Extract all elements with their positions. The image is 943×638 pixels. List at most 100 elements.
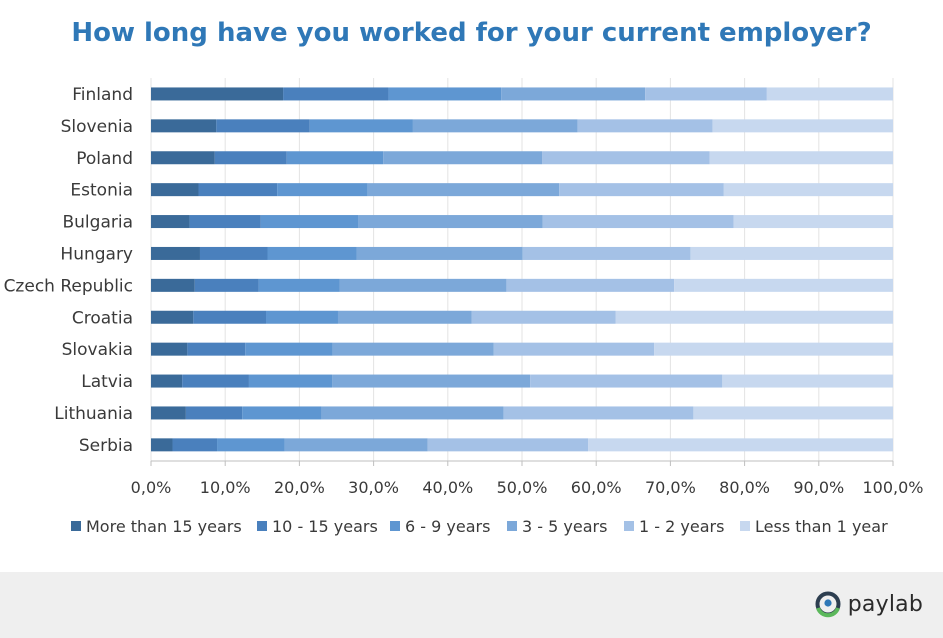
bar-segment [712, 119, 893, 133]
bar-segment [258, 278, 340, 292]
bar-segment [283, 87, 389, 101]
category-label: Hungary [60, 244, 133, 264]
bar-segment [388, 87, 502, 101]
category-label: Serbia [79, 436, 133, 456]
category-label: Latvia [81, 372, 133, 392]
bar-segment [722, 374, 893, 388]
paylab-logo-icon [815, 591, 841, 618]
category-label: Poland [76, 149, 133, 169]
bar-segment [199, 246, 268, 260]
legend-swatch [507, 521, 517, 531]
category-label: Slovenia [61, 117, 133, 137]
x-tick-label: 0,0% [131, 478, 172, 497]
bar-segment [522, 246, 691, 260]
bar-segment [284, 438, 428, 452]
legend-label: More than 15 years [86, 517, 242, 536]
bar-segment [693, 406, 893, 420]
bar-segment [151, 438, 173, 452]
bar-segment [690, 246, 893, 260]
bar-segment [260, 215, 359, 229]
bar-segment [577, 119, 713, 133]
bar-segment [367, 183, 560, 197]
bar-segment [151, 151, 215, 165]
x-tick-label: 50,0% [497, 478, 548, 497]
category-label: Estonia [70, 181, 133, 201]
bar-segment [151, 278, 195, 292]
x-tick-label: 70,0% [645, 478, 696, 497]
bar-segment [542, 215, 734, 229]
bar-segment [266, 310, 338, 324]
paylab-logo[interactable]: paylab [814, 590, 923, 618]
bar-segment [766, 87, 893, 101]
x-tick-label: 10,0% [200, 478, 251, 497]
bar-segment [427, 438, 589, 452]
bar-segment [151, 374, 183, 388]
x-tick-label: 80,0% [719, 478, 770, 497]
bar-segment [645, 87, 767, 101]
legend-label: 1 - 2 years [639, 517, 724, 536]
legend-swatch [71, 521, 81, 531]
category-label: Slovakia [62, 340, 133, 360]
bar-segment [151, 87, 284, 101]
bar-segment [172, 438, 218, 452]
bar-segment [185, 406, 243, 420]
category-label: Bulgaria [63, 213, 134, 233]
bar-segment [309, 119, 413, 133]
bar-segment [654, 342, 893, 356]
bar-segment [216, 119, 310, 133]
legend-swatch [390, 521, 400, 531]
bar-segment [245, 342, 333, 356]
bar-segment [151, 310, 194, 324]
bar-segment [151, 215, 190, 229]
bar-segment [286, 151, 384, 165]
bar-segment [530, 374, 723, 388]
bar-segment [193, 310, 267, 324]
bar-segment [321, 406, 504, 420]
x-tick-label: 30,0% [348, 478, 399, 497]
x-tick-label: 20,0% [274, 478, 325, 497]
x-tick-label: 90,0% [793, 478, 844, 497]
bar-segment [358, 215, 543, 229]
bar-segment [332, 342, 494, 356]
stacked-bar-chart: Finland Slovenia Poland Estonia Bulgaria Hung… [4, 78, 924, 536]
category-label: Lithuania [54, 404, 133, 424]
legend-label: 10 - 15 years [272, 517, 378, 536]
bar-segment [503, 406, 694, 420]
bar-segment [506, 278, 675, 292]
bar-segment [277, 183, 368, 197]
bar-segment [493, 342, 655, 356]
x-tick-label: 100,0% [862, 478, 923, 497]
bar-segment [501, 87, 646, 101]
bar-segment [412, 119, 578, 133]
legend-label: 6 - 9 years [405, 517, 490, 536]
x-tick-label: 40,0% [422, 478, 473, 497]
bar-segment [383, 151, 543, 165]
bar-segment [559, 183, 724, 197]
bar-segment [588, 438, 893, 452]
bar-segment [242, 406, 322, 420]
legend-swatch [257, 521, 267, 531]
bar-segment [198, 183, 278, 197]
bar-segment [471, 310, 616, 324]
chart-title: How long have you worked for your curren… [71, 18, 872, 48]
bar-segment [723, 183, 893, 197]
bar-segment [194, 278, 259, 292]
bar-segment [542, 151, 710, 165]
bar-segment [332, 374, 531, 388]
bar-segment [151, 246, 200, 260]
bar-segment [151, 183, 199, 197]
legend-swatch [624, 521, 634, 531]
bar-segment [248, 374, 333, 388]
legend-swatch [740, 521, 750, 531]
bar-segment [182, 374, 249, 388]
category-label: Czech Republic [4, 276, 133, 296]
bar-segment [151, 119, 217, 133]
bar-segment [214, 151, 287, 165]
bar-segment [339, 278, 507, 292]
x-tick-label: 60,0% [571, 478, 622, 497]
bar-segment [709, 151, 893, 165]
category-label: Finland [72, 85, 133, 105]
legend-label: Less than 1 year [755, 517, 888, 536]
bar-segment [187, 342, 246, 356]
bar-segment [217, 438, 285, 452]
